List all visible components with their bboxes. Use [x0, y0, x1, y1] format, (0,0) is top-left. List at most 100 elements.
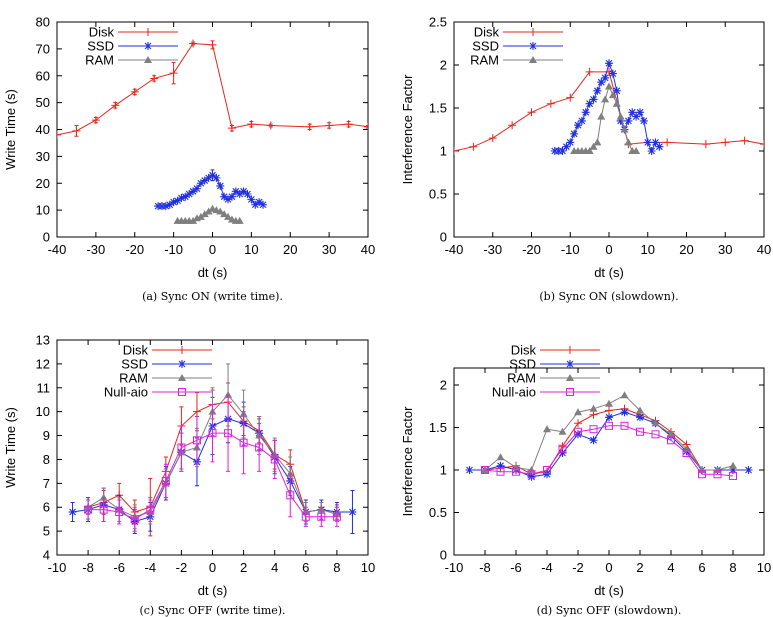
data-point	[643, 138, 652, 147]
data-point	[247, 195, 256, 204]
x-axis-label: dt (s)	[198, 265, 228, 280]
data-point	[243, 190, 252, 198]
data-point	[192, 184, 201, 193]
data-point	[574, 427, 582, 436]
x-tick-label: 2	[636, 560, 643, 575]
data-point	[220, 192, 229, 201]
data-point	[546, 99, 555, 108]
data-point	[161, 476, 170, 485]
legend-marker	[144, 42, 152, 50]
x-axis-label: dt (s)	[594, 583, 624, 598]
x-axis-label: dt (s)	[198, 583, 228, 598]
data-point	[636, 406, 644, 414]
data-point	[589, 142, 598, 150]
series-line	[554, 61, 660, 153]
data-point	[740, 136, 749, 145]
series-line	[57, 42, 368, 136]
data-point	[481, 466, 489, 473]
legend-label: Null-aio	[104, 385, 148, 400]
x-tick-label: 10	[641, 242, 655, 257]
x-tick-label: 40	[757, 242, 771, 257]
y-tick-label: 9	[43, 428, 50, 443]
y-tick-label: 10	[36, 404, 50, 419]
y-tick-label: 0	[440, 230, 447, 245]
data-point	[651, 419, 660, 427]
data-point	[581, 108, 590, 117]
data-point	[729, 461, 737, 469]
data-point	[651, 430, 660, 439]
data-point	[620, 125, 629, 133]
chart-panel-3: -10 -8 -6 -4 -2 0 2 4 6 8 10 4 5 6 7 8 9 10 11 12 13 dt (s) Wr…	[3, 333, 375, 617]
data-point	[655, 142, 664, 151]
y-tick-label: 0.5	[429, 505, 447, 520]
data-point	[558, 444, 567, 453]
data-point	[255, 198, 264, 207]
error-bar	[132, 506, 137, 532]
data-point	[543, 425, 551, 433]
y-axis-label: Interference Factor	[400, 406, 415, 516]
data-point	[204, 173, 213, 182]
data-point	[577, 116, 586, 125]
legend-marker	[178, 374, 186, 381]
legend-marker	[566, 388, 574, 396]
legend-marker	[144, 28, 152, 36]
data-point	[251, 200, 260, 209]
data-point	[608, 69, 617, 78]
legend-marker	[566, 360, 574, 368]
data-point	[227, 192, 236, 201]
data-point	[220, 210, 229, 218]
y-tick-label: 12	[36, 356, 50, 371]
series-disk	[454, 67, 764, 155]
data-point	[589, 425, 598, 434]
x-tick-label: -10	[48, 560, 67, 575]
data-point	[589, 436, 598, 445]
data-point	[574, 121, 582, 130]
data-point	[585, 99, 594, 108]
data-point	[605, 413, 613, 422]
data-point	[216, 207, 225, 215]
x-axis-label: dt (s)	[594, 265, 624, 280]
plot-area	[454, 59, 764, 155]
data-point	[570, 129, 579, 138]
data-point	[543, 470, 551, 479]
data-point	[72, 126, 81, 135]
y-tick-label: 2	[440, 378, 447, 393]
x-tick-label: 10	[244, 242, 258, 257]
chart-caption: (d) Sync OFF (slowdown).	[537, 604, 682, 617]
x-tick-label: -10	[561, 242, 580, 257]
data-point	[701, 140, 710, 149]
error-bar	[366, 124, 368, 129]
data-point	[543, 466, 551, 474]
error-bar	[179, 425, 184, 470]
y-tick-label: 0	[43, 230, 50, 245]
data-point	[496, 461, 505, 470]
error-bar	[288, 473, 293, 518]
x-tick-label: -6	[113, 560, 125, 575]
x-tick-label: 20	[283, 242, 297, 257]
data-point	[682, 449, 691, 457]
data-point	[165, 200, 174, 209]
data-point	[636, 427, 644, 436]
plot-area	[465, 391, 753, 481]
y-tick-label: 1.5	[429, 101, 447, 116]
y-tick-label: 60	[36, 68, 50, 83]
legend-marker	[178, 346, 186, 354]
x-tick-label: 8	[333, 560, 340, 575]
plot-area	[68, 363, 357, 537]
y-axis-label: Interference Factor	[400, 74, 415, 184]
data-point	[632, 147, 641, 154]
x-tick-label: 6	[698, 560, 705, 575]
y-tick-label: 13	[36, 333, 50, 348]
y-tick-label: 0	[440, 548, 447, 563]
x-tick-label: 0	[605, 242, 612, 257]
data-point	[616, 116, 625, 125]
chart-panel-2: -40 -30 -20 -10 0 10 20 30 40 0 0.5 1 1.5 2 2.5 dt (s) I…	[400, 15, 771, 304]
series-ram	[173, 204, 244, 224]
x-tick-label: -30	[483, 242, 502, 257]
legend-label: Null-aio	[492, 385, 536, 400]
legend-label: Disk	[511, 343, 537, 358]
data-point	[620, 421, 629, 430]
data-point	[558, 449, 567, 457]
